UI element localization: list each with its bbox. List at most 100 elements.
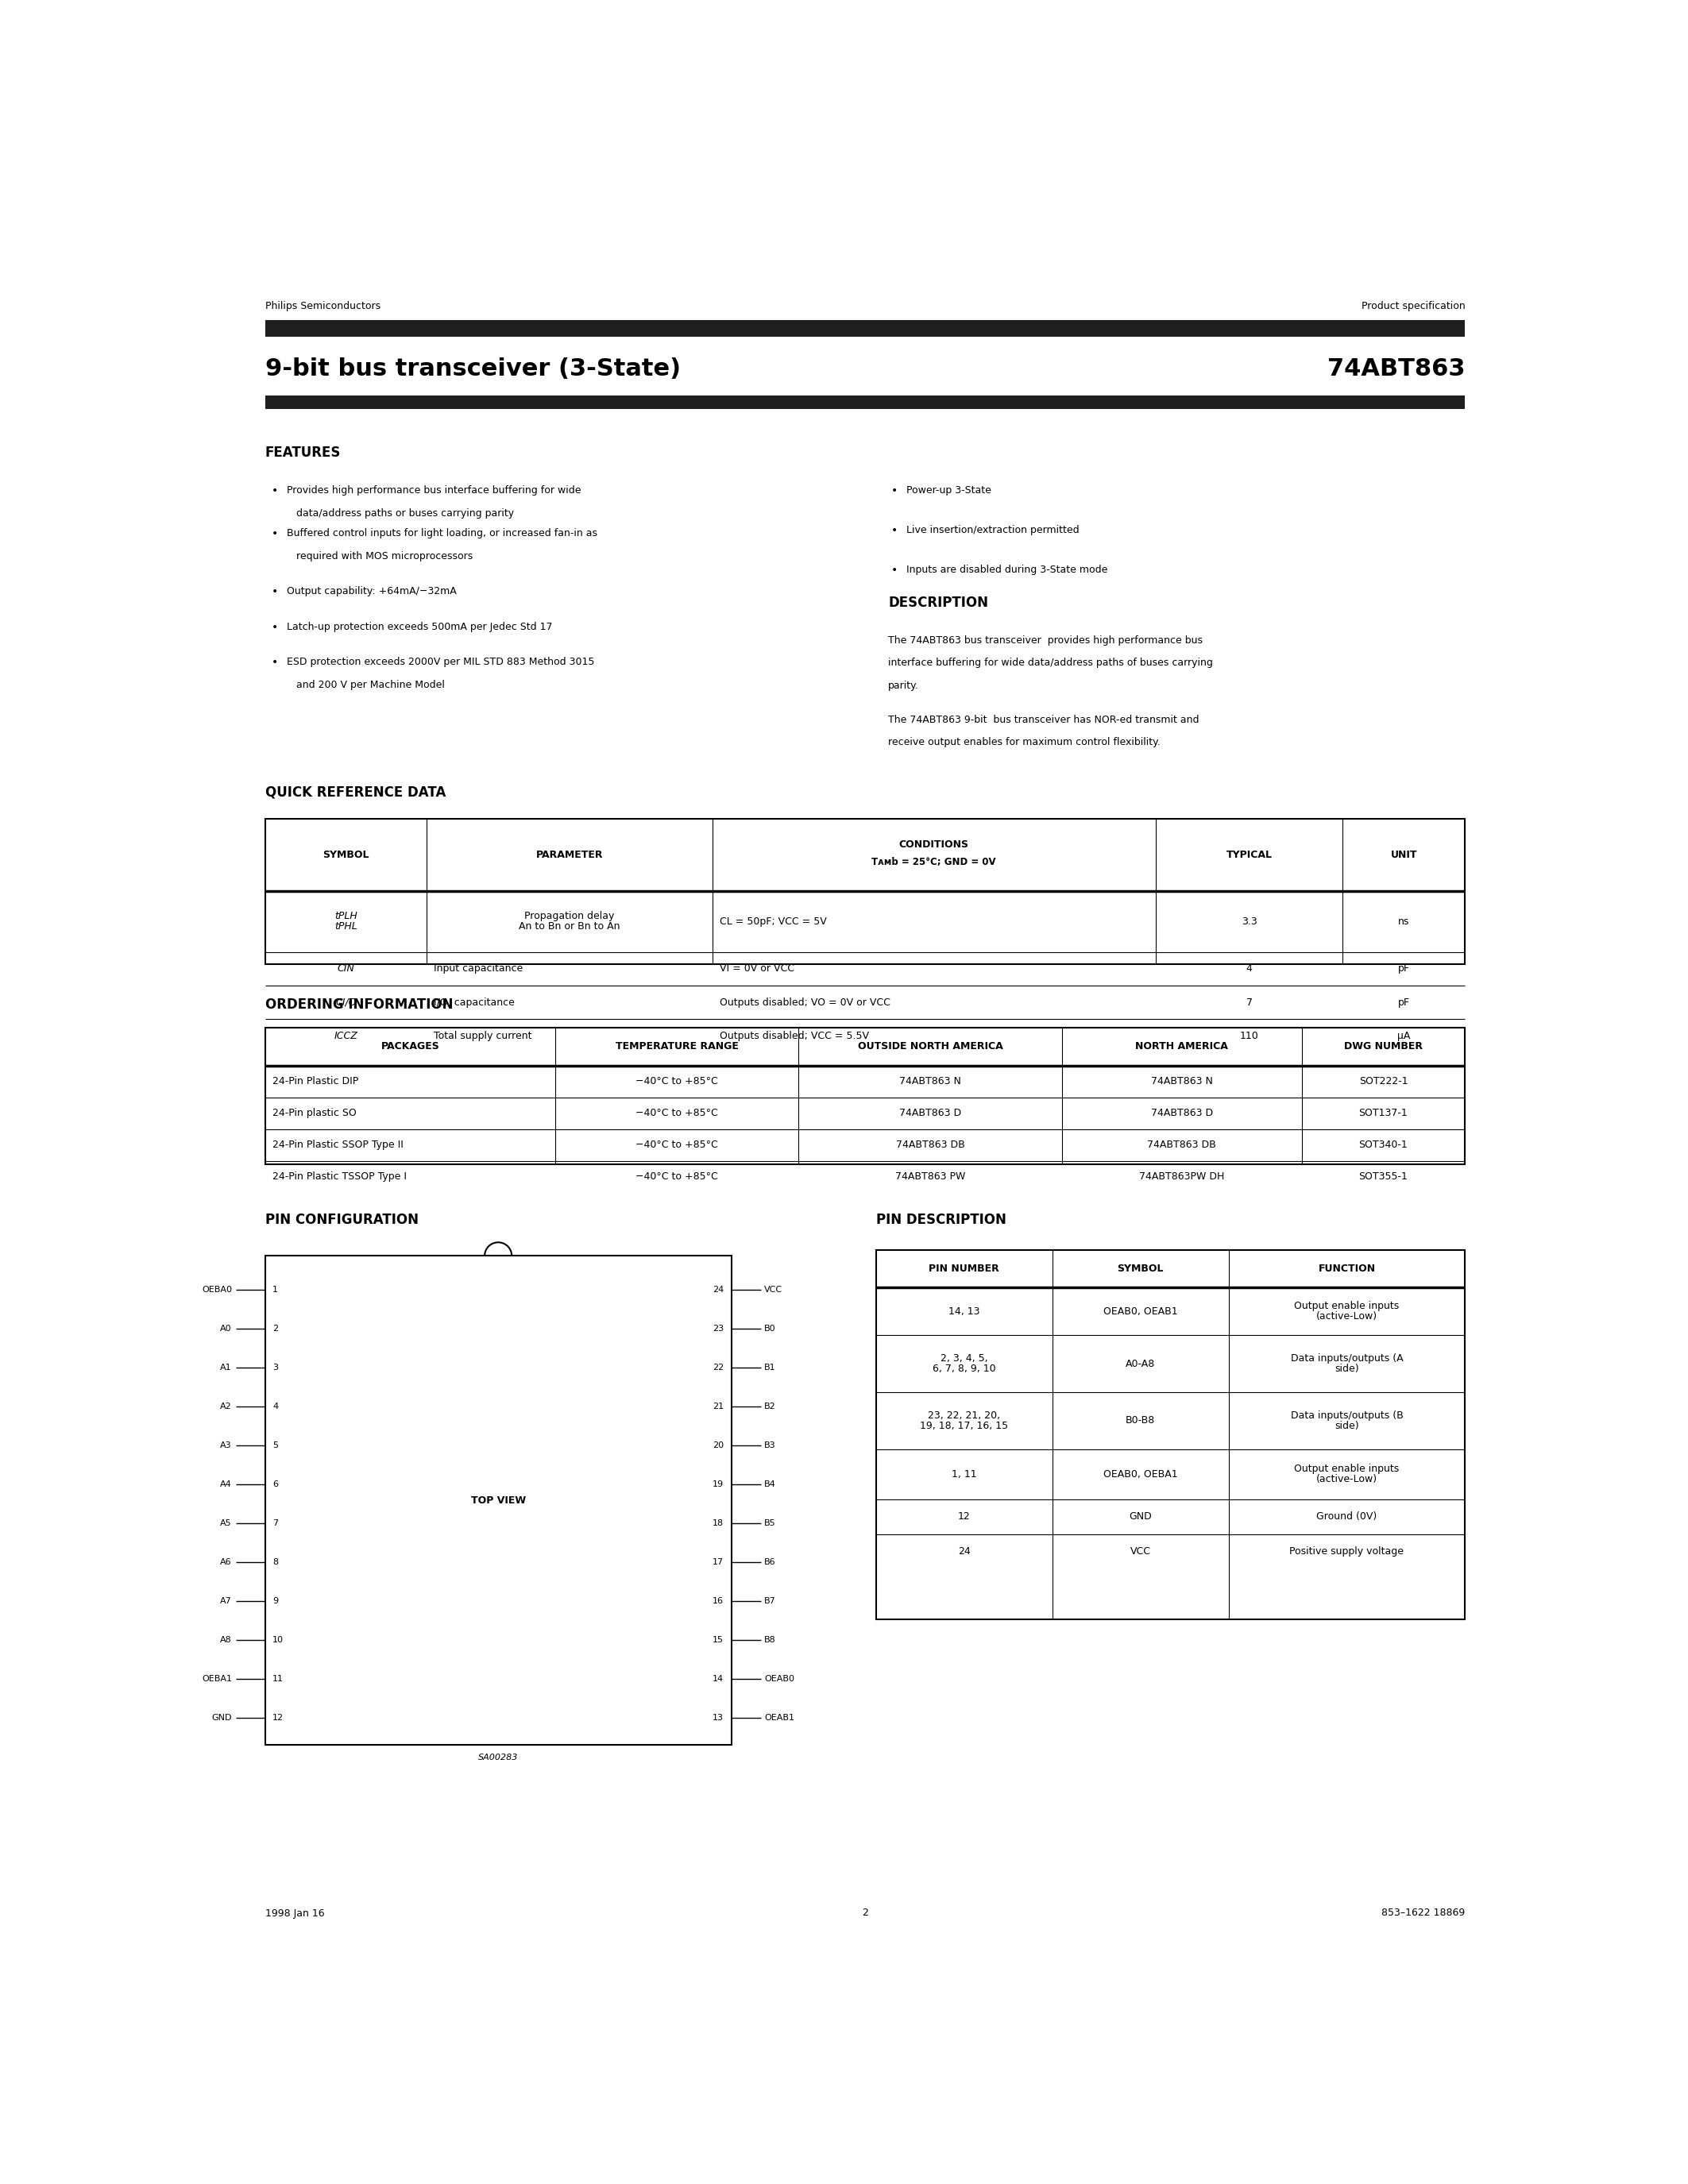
Text: 2, 3, 4, 5,: 2, 3, 4, 5, <box>940 1354 987 1363</box>
Text: 15: 15 <box>712 1636 724 1645</box>
Text: −40°C to +85°C: −40°C to +85°C <box>636 1173 719 1182</box>
Text: 3: 3 <box>272 1363 279 1372</box>
Text: A2: A2 <box>219 1402 231 1411</box>
Text: data/address paths or buses carrying parity: data/address paths or buses carrying par… <box>287 509 515 520</box>
Text: A5: A5 <box>221 1518 231 1527</box>
Text: 16: 16 <box>712 1597 724 1605</box>
Bar <box>265 1029 1465 1164</box>
Text: •: • <box>272 622 279 633</box>
Text: B0-B8: B0-B8 <box>1126 1415 1155 1426</box>
Text: •: • <box>272 529 279 539</box>
Text: interface buffering for wide data/address paths of buses carrying: interface buffering for wide data/addres… <box>888 657 1214 668</box>
Text: 7: 7 <box>272 1518 279 1527</box>
Text: VCC: VCC <box>1129 1546 1151 1557</box>
Text: 74ABT863 DB: 74ABT863 DB <box>896 1140 966 1151</box>
Text: Buffered control inputs for light loading, or increased fan-in as: Buffered control inputs for light loadin… <box>287 529 598 539</box>
Text: OEAB0, OEAB1: OEAB0, OEAB1 <box>1104 1306 1178 1317</box>
Text: 1, 11: 1, 11 <box>952 1470 977 1479</box>
Text: •: • <box>272 585 279 596</box>
Text: Positive supply voltage: Positive supply voltage <box>1290 1546 1404 1557</box>
Text: 12: 12 <box>272 1714 284 1721</box>
Text: The 74ABT863 bus transceiver  provides high performance bus: The 74ABT863 bus transceiver provides hi… <box>888 636 1204 646</box>
Text: 6: 6 <box>272 1481 279 1487</box>
Text: 9-bit bus transceiver (3-State): 9-bit bus transceiver (3-State) <box>265 358 680 380</box>
Bar <box>265 395 1465 408</box>
Text: 2: 2 <box>863 1909 868 1918</box>
Text: B3: B3 <box>765 1441 776 1448</box>
Text: QUICK REFERENCE DATA: QUICK REFERENCE DATA <box>265 784 446 799</box>
Bar <box>265 819 1465 963</box>
Text: −40°C to +85°C: −40°C to +85°C <box>636 1140 719 1151</box>
Text: NORTH AMERICA: NORTH AMERICA <box>1136 1042 1229 1053</box>
Text: OEBA1: OEBA1 <box>203 1675 231 1682</box>
Text: B2: B2 <box>765 1402 776 1411</box>
Text: Philips Semiconductors: Philips Semiconductors <box>265 301 380 312</box>
Text: UNIT: UNIT <box>1391 850 1418 860</box>
Text: 20: 20 <box>712 1441 724 1448</box>
Text: •: • <box>891 524 898 535</box>
Text: 5: 5 <box>272 1441 279 1448</box>
Text: Output enable inputs: Output enable inputs <box>1295 1302 1399 1313</box>
Text: A4: A4 <box>219 1481 231 1487</box>
Text: Propagation delay: Propagation delay <box>525 911 614 922</box>
Text: OEBA0: OEBA0 <box>203 1286 231 1293</box>
Text: The 74ABT863 9-bit  bus transceiver has NOR-ed transmit and: The 74ABT863 9-bit bus transceiver has N… <box>888 714 1198 725</box>
Text: 24-Pin Plastic DIP: 24-Pin Plastic DIP <box>272 1077 358 1088</box>
Text: Data inputs/outputs (B: Data inputs/outputs (B <box>1291 1411 1403 1422</box>
Text: 1: 1 <box>272 1286 279 1293</box>
Text: 10: 10 <box>272 1636 284 1645</box>
Text: Input capacitance: Input capacitance <box>434 963 523 974</box>
Text: 6, 7, 8, 9, 10: 6, 7, 8, 9, 10 <box>932 1363 996 1374</box>
Text: required with MOS microprocessors: required with MOS microprocessors <box>287 550 473 561</box>
Text: CL = 50pF; VCC = 5V: CL = 50pF; VCC = 5V <box>719 915 827 926</box>
Text: (active-Low): (active-Low) <box>1317 1474 1377 1485</box>
Text: OUTSIDE NORTH AMERICA: OUTSIDE NORTH AMERICA <box>858 1042 1003 1053</box>
Text: A0: A0 <box>221 1324 231 1332</box>
Text: 24-Pin Plastic TSSOP Type I: 24-Pin Plastic TSSOP Type I <box>272 1173 407 1182</box>
Text: 74ABT863 PW: 74ABT863 PW <box>895 1173 966 1182</box>
Text: ns: ns <box>1398 915 1409 926</box>
Text: 4: 4 <box>272 1402 279 1411</box>
Text: OEAB0: OEAB0 <box>765 1675 795 1682</box>
Text: B5: B5 <box>765 1518 776 1527</box>
Text: side): side) <box>1335 1363 1359 1374</box>
Text: ESD protection exceeds 2000V per MIL STD 883 Method 3015: ESD protection exceeds 2000V per MIL STD… <box>287 657 594 666</box>
Text: PARAMETER: PARAMETER <box>535 850 603 860</box>
Text: 24-Pin plastic SO: 24-Pin plastic SO <box>272 1107 356 1118</box>
Text: I/O  capacitance: I/O capacitance <box>434 998 515 1007</box>
Text: SYMBOL: SYMBOL <box>1117 1265 1163 1273</box>
Text: μA: μA <box>1398 1031 1411 1042</box>
Text: 24: 24 <box>957 1546 971 1557</box>
Text: PIN NUMBER: PIN NUMBER <box>928 1265 999 1273</box>
Text: •: • <box>891 566 898 577</box>
Text: Output enable inputs: Output enable inputs <box>1295 1463 1399 1474</box>
Text: DWG NUMBER: DWG NUMBER <box>1344 1042 1423 1053</box>
Text: PIN CONFIGURATION: PIN CONFIGURATION <box>265 1212 419 1227</box>
Text: B4: B4 <box>765 1481 776 1487</box>
Text: 74ABT863 N: 74ABT863 N <box>1151 1077 1212 1088</box>
Text: B8: B8 <box>765 1636 776 1645</box>
Text: A6: A6 <box>221 1557 231 1566</box>
Bar <box>265 1256 731 1745</box>
Text: A8: A8 <box>219 1636 231 1645</box>
Text: •: • <box>272 657 279 668</box>
Text: •: • <box>272 485 279 496</box>
Text: 74ABT863PW DH: 74ABT863PW DH <box>1139 1173 1224 1182</box>
Text: OEAB0, OEBA1: OEAB0, OEBA1 <box>1104 1470 1178 1479</box>
Text: 18: 18 <box>712 1518 724 1527</box>
Text: pF: pF <box>1398 963 1409 974</box>
Text: An to Bn or Bn to An: An to Bn or Bn to An <box>518 922 619 933</box>
Text: B1: B1 <box>765 1363 776 1372</box>
Text: PACKAGES: PACKAGES <box>381 1042 439 1053</box>
Text: GND: GND <box>211 1714 231 1721</box>
Text: 2: 2 <box>272 1324 279 1332</box>
Text: TYPICAL: TYPICAL <box>1225 850 1273 860</box>
Text: 1998 Jan 16: 1998 Jan 16 <box>265 1909 324 1918</box>
Text: Product specification: Product specification <box>1361 301 1465 312</box>
Text: TEMPERATURE RANGE: TEMPERATURE RANGE <box>616 1042 739 1053</box>
Text: parity.: parity. <box>888 681 918 690</box>
Text: 23: 23 <box>712 1324 724 1332</box>
Text: −40°C to +85°C: −40°C to +85°C <box>636 1077 719 1088</box>
Text: GND: GND <box>1129 1511 1151 1522</box>
Text: tPHL: tPHL <box>334 922 358 933</box>
